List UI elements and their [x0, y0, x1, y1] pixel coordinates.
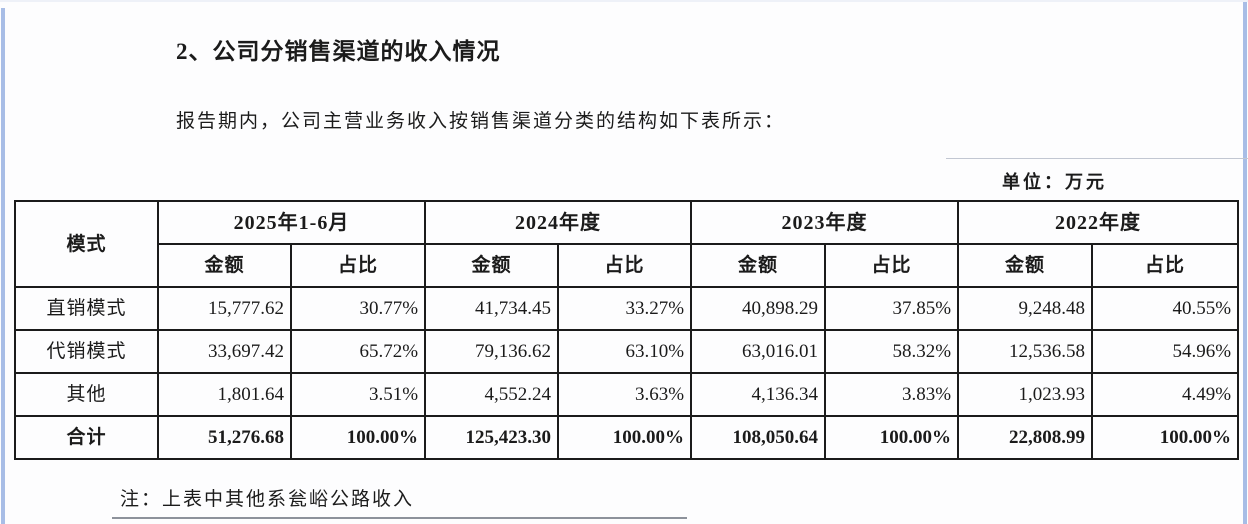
cell-amount: 125,423.30	[424, 415, 560, 460]
unit-hairline	[946, 158, 1248, 159]
unit-label: 单位：万元	[1002, 172, 1107, 192]
cell-ratio: 100.00%	[289, 415, 427, 460]
cell-ratio: 40.55%	[1091, 286, 1240, 331]
header-amount-2024: 金额	[424, 243, 560, 288]
cell-ratio: 58.32%	[824, 329, 960, 374]
cell-amount: 1,023.93	[957, 372, 1094, 417]
section-title: 2、公司分销售渠道的收入情况	[176, 39, 501, 64]
cell-amount: 12,536.58	[957, 329, 1094, 374]
header-period-2023: 2023年度	[690, 200, 960, 245]
cell-amount: 15,777.62	[157, 286, 292, 331]
header-row-periods: 模式 2025年1-6月 2024年度 2023年度 2022年度	[14, 200, 1240, 288]
page-right-accent-bar	[1243, 0, 1247, 524]
cell-amount: 108,050.64	[690, 415, 827, 460]
cell-ratio: 3.51%	[289, 372, 427, 417]
cell-amount: 63,016.01	[690, 329, 827, 374]
header-mode: 模式	[14, 200, 159, 288]
header-ratio-2022: 占比	[1091, 243, 1240, 288]
header-period-2024: 2024年度	[424, 200, 693, 245]
cell-amount: 4,136.34	[690, 372, 827, 417]
cell-amount: 41,734.45	[424, 286, 560, 331]
cell-amount: 22,808.99	[957, 415, 1094, 460]
cell-ratio: 65.72%	[289, 329, 427, 374]
cell-ratio: 3.83%	[824, 372, 960, 417]
cell-ratio: 100.00%	[557, 415, 693, 460]
table-row-other: 其他 1,801.64 3.51% 4,552.24 3.63% 4,136.3…	[14, 372, 1240, 417]
header-ratio-2024: 占比	[557, 243, 693, 288]
header-amount-2022: 金额	[957, 243, 1094, 288]
table-row-consignment-sales: 代销模式 33,697.42 65.72% 79,136.62 63.10% 6…	[14, 329, 1240, 374]
table-row-total: 合计 51,276.68 100.00% 125,423.30 100.00% …	[14, 415, 1240, 460]
intro-paragraph: 报告期内，公司主营业务收入按销售渠道分类的结构如下表所示：	[176, 111, 786, 132]
footnote: 注：上表中其他系瓮峪公路收入	[120, 489, 415, 510]
table-row-direct-sales: 直销模式 15,777.62 30.77% 41,734.45 33.27% 4…	[14, 286, 1240, 331]
cell-ratio: 30.77%	[289, 286, 427, 331]
cell-amount: 40,898.29	[690, 286, 827, 331]
footnote-underline	[112, 517, 687, 519]
row-label: 其他	[14, 372, 159, 417]
cell-ratio: 4.49%	[1091, 372, 1240, 417]
header-amount-2025: 金额	[157, 243, 292, 288]
row-label: 直销模式	[14, 286, 159, 331]
revenue-by-channel-table: 模式 2025年1-6月 2024年度 2023年度 2022年度 金额 占比 …	[14, 200, 1240, 460]
cell-ratio: 54.96%	[1091, 329, 1240, 374]
cell-amount: 9,248.48	[957, 286, 1094, 331]
cell-amount: 79,136.62	[424, 329, 560, 374]
header-amount-2023: 金额	[690, 243, 827, 288]
cell-ratio: 63.10%	[557, 329, 693, 374]
cell-ratio: 33.27%	[557, 286, 693, 331]
row-label: 合计	[14, 415, 159, 460]
page-left-accent-bar	[1, 8, 5, 524]
cell-amount: 33,697.42	[157, 329, 292, 374]
header-period-2022: 2022年度	[957, 200, 1240, 245]
header-ratio-2023: 占比	[824, 243, 960, 288]
page-top-hairline	[0, 0, 1248, 2]
cell-amount: 1,801.64	[157, 372, 292, 417]
header-period-2025: 2025年1-6月	[156, 200, 427, 245]
cell-amount: 51,276.68	[157, 415, 292, 460]
cell-amount: 4,552.24	[424, 372, 560, 417]
cell-ratio: 3.63%	[557, 372, 693, 417]
cell-ratio: 100.00%	[1091, 415, 1240, 460]
cell-ratio: 100.00%	[824, 415, 960, 460]
header-ratio-2025: 占比	[289, 243, 427, 288]
header-row-metrics: 金额 占比 金额 占比 金额 占比 金额 占比	[15, 243, 1240, 288]
cell-ratio: 37.85%	[824, 286, 960, 331]
row-label: 代销模式	[14, 329, 159, 374]
